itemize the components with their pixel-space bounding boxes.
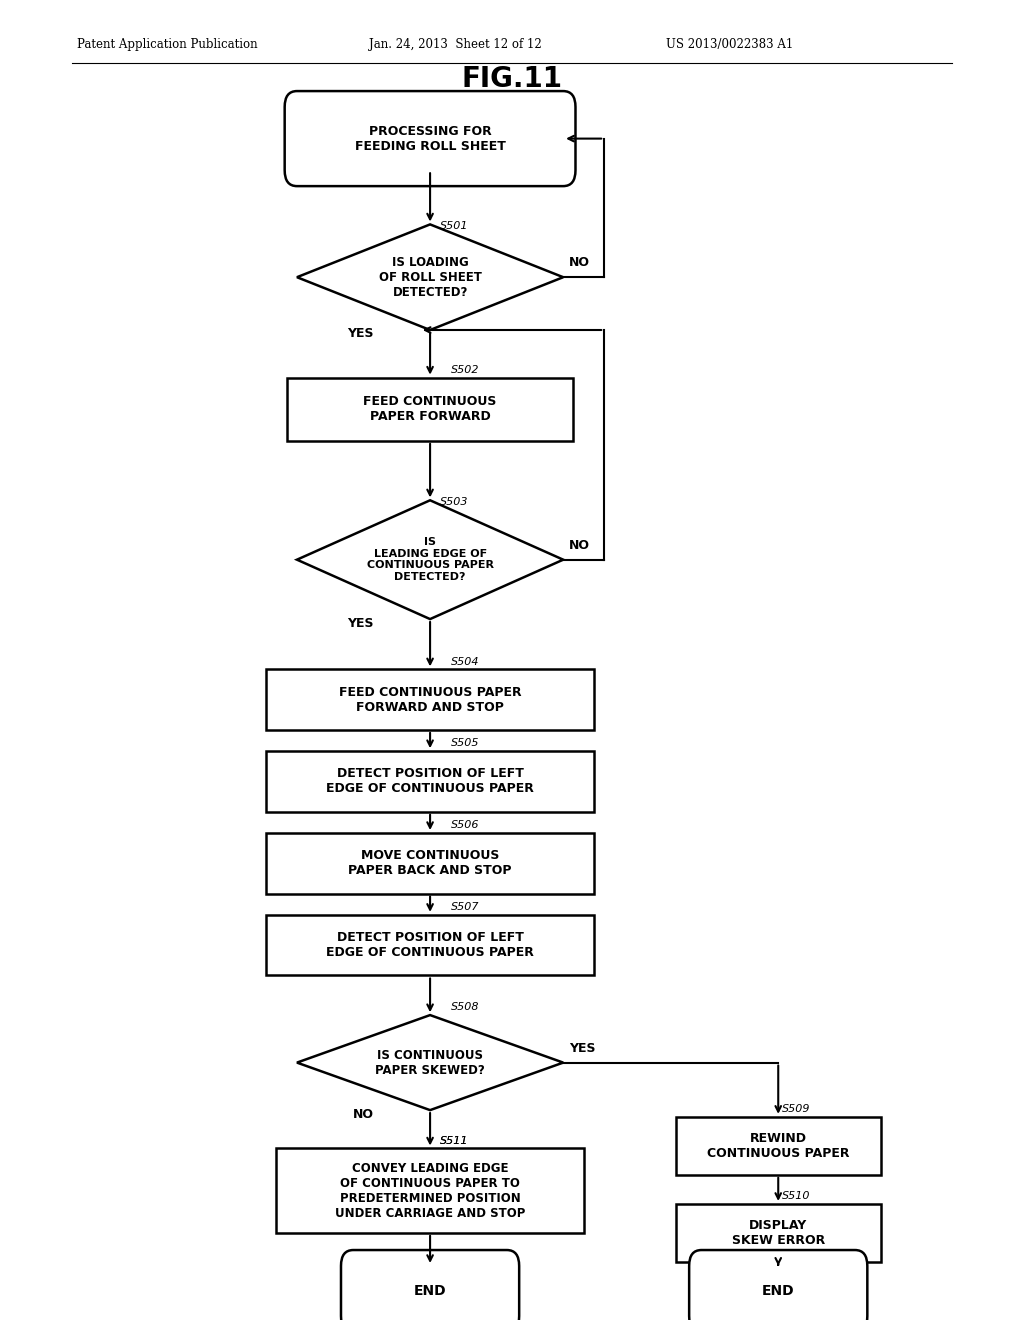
- Text: S502: S502: [451, 364, 479, 375]
- Text: IS
LEADING EDGE OF
CONTINUOUS PAPER
DETECTED?: IS LEADING EDGE OF CONTINUOUS PAPER DETE…: [367, 537, 494, 582]
- FancyBboxPatch shape: [689, 1250, 867, 1320]
- Text: DETECT POSITION OF LEFT
EDGE OF CONTINUOUS PAPER: DETECT POSITION OF LEFT EDGE OF CONTINUO…: [326, 931, 535, 960]
- Text: DISPLAY
SKEW ERROR: DISPLAY SKEW ERROR: [731, 1218, 825, 1247]
- Bar: [266, 833, 594, 894]
- Text: YES: YES: [347, 616, 374, 630]
- Bar: [276, 1148, 584, 1233]
- Bar: [676, 1204, 881, 1262]
- Text: S508: S508: [451, 1002, 479, 1012]
- Text: PROCESSING FOR
FEEDING ROLL SHEET: PROCESSING FOR FEEDING ROLL SHEET: [354, 124, 506, 153]
- Bar: [266, 915, 594, 975]
- Text: IS CONTINUOUS
PAPER SKEWED?: IS CONTINUOUS PAPER SKEWED?: [375, 1048, 485, 1077]
- Text: S509: S509: [782, 1104, 811, 1114]
- Text: NO: NO: [569, 539, 591, 552]
- Bar: [266, 751, 594, 812]
- Text: DETECT POSITION OF LEFT
EDGE OF CONTINUOUS PAPER: DETECT POSITION OF LEFT EDGE OF CONTINUO…: [326, 767, 535, 796]
- Text: NO: NO: [352, 1107, 374, 1121]
- Text: MOVE CONTINUOUS
PAPER BACK AND STOP: MOVE CONTINUOUS PAPER BACK AND STOP: [348, 849, 512, 878]
- Text: FEED CONTINUOUS PAPER
FORWARD AND STOP: FEED CONTINUOUS PAPER FORWARD AND STOP: [339, 685, 521, 714]
- Text: FEED CONTINUOUS
PAPER FORWARD: FEED CONTINUOUS PAPER FORWARD: [364, 395, 497, 424]
- Text: S511: S511: [440, 1135, 469, 1146]
- Text: NO: NO: [569, 256, 591, 269]
- Text: CONVEY LEADING EDGE
OF CONTINUOUS PAPER TO
PREDETERMINED POSITION
UNDER CARRIAGE: CONVEY LEADING EDGE OF CONTINUOUS PAPER …: [335, 1162, 525, 1220]
- Text: Jan. 24, 2013  Sheet 12 of 12: Jan. 24, 2013 Sheet 12 of 12: [369, 37, 542, 50]
- Text: YES: YES: [347, 327, 374, 341]
- Text: YES: YES: [569, 1041, 596, 1055]
- Bar: [676, 1117, 881, 1175]
- Text: END: END: [762, 1284, 795, 1298]
- Text: S501: S501: [440, 220, 469, 231]
- Polygon shape: [297, 224, 563, 330]
- FancyBboxPatch shape: [285, 91, 575, 186]
- Text: S510: S510: [782, 1191, 811, 1201]
- Text: FIG.11: FIG.11: [462, 65, 562, 94]
- FancyBboxPatch shape: [341, 1250, 519, 1320]
- Polygon shape: [297, 1015, 563, 1110]
- Text: US 2013/0022383 A1: US 2013/0022383 A1: [666, 37, 793, 50]
- Text: S506: S506: [451, 820, 479, 830]
- Text: S505: S505: [451, 738, 479, 748]
- Text: Patent Application Publication: Patent Application Publication: [77, 37, 257, 50]
- Text: S511: S511: [440, 1135, 469, 1146]
- Text: REWIND
CONTINUOUS PAPER: REWIND CONTINUOUS PAPER: [707, 1131, 850, 1160]
- Bar: [287, 378, 573, 441]
- Bar: [266, 669, 594, 730]
- Text: IS LOADING
OF ROLL SHEET
DETECTED?: IS LOADING OF ROLL SHEET DETECTED?: [379, 256, 481, 298]
- Text: S504: S504: [451, 656, 479, 667]
- Polygon shape: [297, 500, 563, 619]
- Text: S503: S503: [440, 496, 469, 507]
- Text: END: END: [414, 1284, 446, 1298]
- Text: S507: S507: [451, 902, 479, 912]
